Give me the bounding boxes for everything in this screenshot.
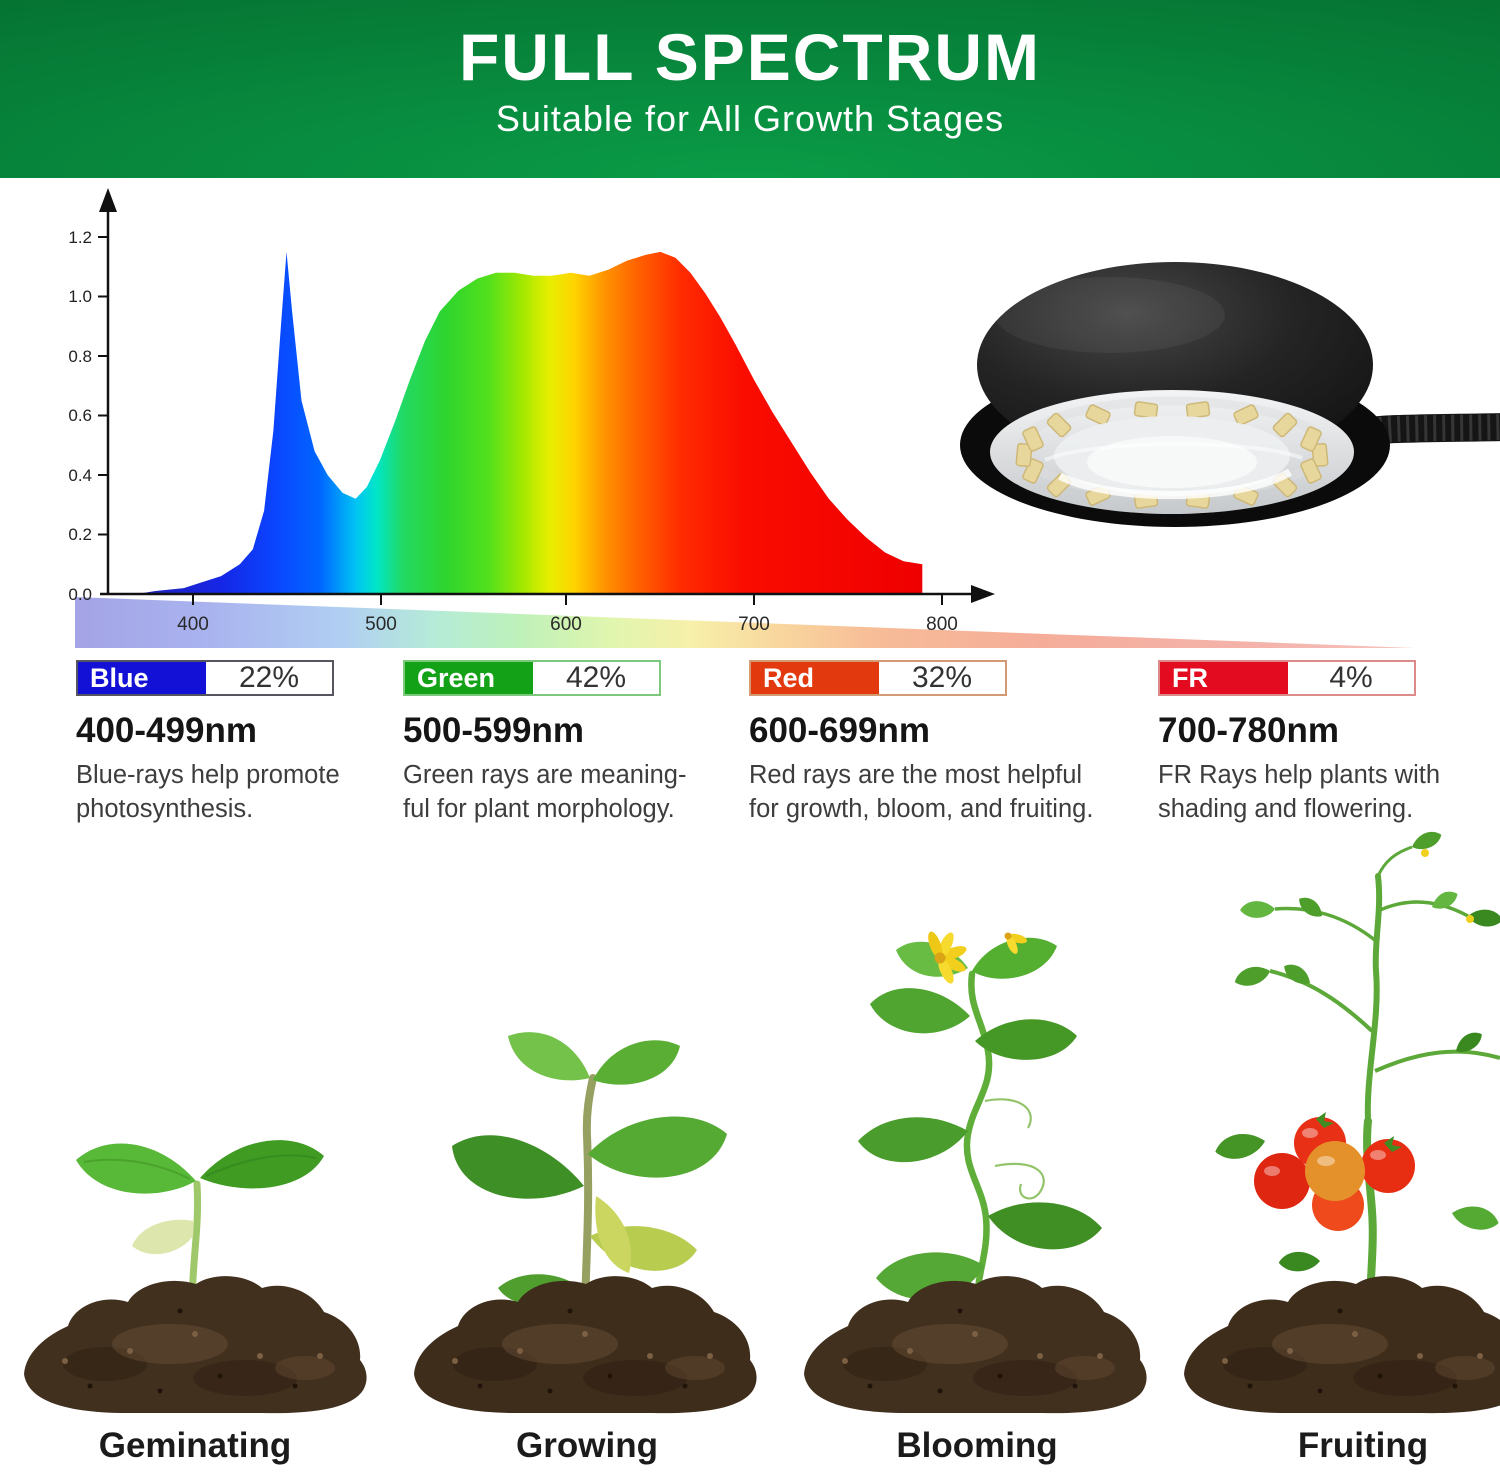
y-tick-label: 0.6 <box>68 406 92 425</box>
legend-description: Green rays are meaning- ful for plant mo… <box>403 761 687 823</box>
legend-wavelength-range: 700-780nm <box>1158 711 1339 750</box>
x-tick-label: 500 <box>365 614 397 635</box>
legend-description: Blue-rays help promote photosynthesis. <box>76 761 340 823</box>
legend-percent: 42% <box>533 661 659 694</box>
legend-color-swatch-label: Green <box>405 662 533 694</box>
legend-percent: 22% <box>206 661 332 694</box>
legend-item-red: Red 32% 600-699nm Red rays are the most … <box>749 660 1139 827</box>
y-tick-label: 1.0 <box>68 287 92 306</box>
stage-label-blooming: Blooming <box>896 1426 1058 1465</box>
legend-color-swatch-label: FR <box>1160 662 1288 694</box>
lamp-head <box>960 262 1390 527</box>
page-subtitle: Suitable for All Growth Stages <box>495 98 1005 139</box>
legend-description: FR Rays help plants with shading and flo… <box>1158 761 1441 823</box>
rainbow-band <box>75 597 1415 648</box>
page-title: FULL SPECTRUM <box>458 20 1042 94</box>
legend-color-swatch-label: Blue <box>78 662 206 694</box>
legend-wavelength-range: 400-499nm <box>76 711 257 750</box>
tomato-cluster <box>1254 1112 1415 1231</box>
legend-wavelength-range: 500-599nm <box>403 711 584 750</box>
spectrum-curve <box>136 251 923 594</box>
legend-item-fr: FR 4% 700-780nm FR Rays help plants with… <box>1158 660 1488 827</box>
x-tick-label: 700 <box>738 614 770 635</box>
legend-color-swatch-label: Red <box>751 662 879 694</box>
yellow-flower-bud <box>1004 932 1027 954</box>
x-tick-label: 600 <box>550 614 582 635</box>
legend-pill-blue: Blue 22% <box>76 660 334 696</box>
stage-label-growing: Growing <box>516 1426 658 1465</box>
plant-blooming-image <box>804 931 1147 1414</box>
x-tick-label: 400 <box>177 614 209 635</box>
legend-item-blue: Blue 22% 400-499nm Blue-rays help promot… <box>76 660 396 827</box>
led-chips <box>1015 401 1329 509</box>
stage-label-fruiting: Fruiting <box>1297 1426 1429 1465</box>
y-axis: 0.0 0.2 0.4 0.6 0.8 1.0 1.2 <box>68 188 117 604</box>
legend-percent: 32% <box>879 661 1005 694</box>
plant-growing-image <box>414 1032 757 1414</box>
y-tick-label: 0.8 <box>68 347 92 366</box>
legend-pill-green: Green 42% <box>403 660 661 696</box>
lamp-lens <box>990 390 1354 514</box>
grow-light-image <box>960 262 1500 527</box>
legend-pill-red: Red 32% <box>749 660 1007 696</box>
header-banner: FULL SPECTRUM Suitable for All Growth St… <box>0 0 1500 178</box>
x-tick-label: 800 <box>926 614 958 635</box>
spectrum-chart: 0.0 0.2 0.4 0.6 0.8 1.0 1.2 400 500 600 … <box>68 188 1415 648</box>
y-tick-label: 0.4 <box>68 466 92 485</box>
y-tick-label: 1.2 <box>68 228 92 247</box>
legend-description: Red rays are the most helpful for growth… <box>749 761 1094 823</box>
stage-label-geminating: Geminating <box>98 1426 292 1465</box>
x-axis: 400 500 600 700 800 <box>100 585 995 635</box>
legend-percent: 4% <box>1288 661 1414 694</box>
plant-geminating-image <box>24 1140 367 1414</box>
legend-pill-fr: FR 4% <box>1158 660 1416 696</box>
yellow-flower <box>928 931 967 984</box>
legend-item-green: Green 42% 500-599nm Green rays are meani… <box>403 660 743 827</box>
y-tick-label: 0.0 <box>68 585 92 604</box>
y-axis-arrow <box>99 188 117 212</box>
y-tick-label: 0.2 <box>68 525 92 544</box>
x-axis-arrow <box>971 585 995 603</box>
plant-fruiting-image <box>1184 831 1500 1414</box>
legend-wavelength-range: 600-699nm <box>749 711 930 750</box>
